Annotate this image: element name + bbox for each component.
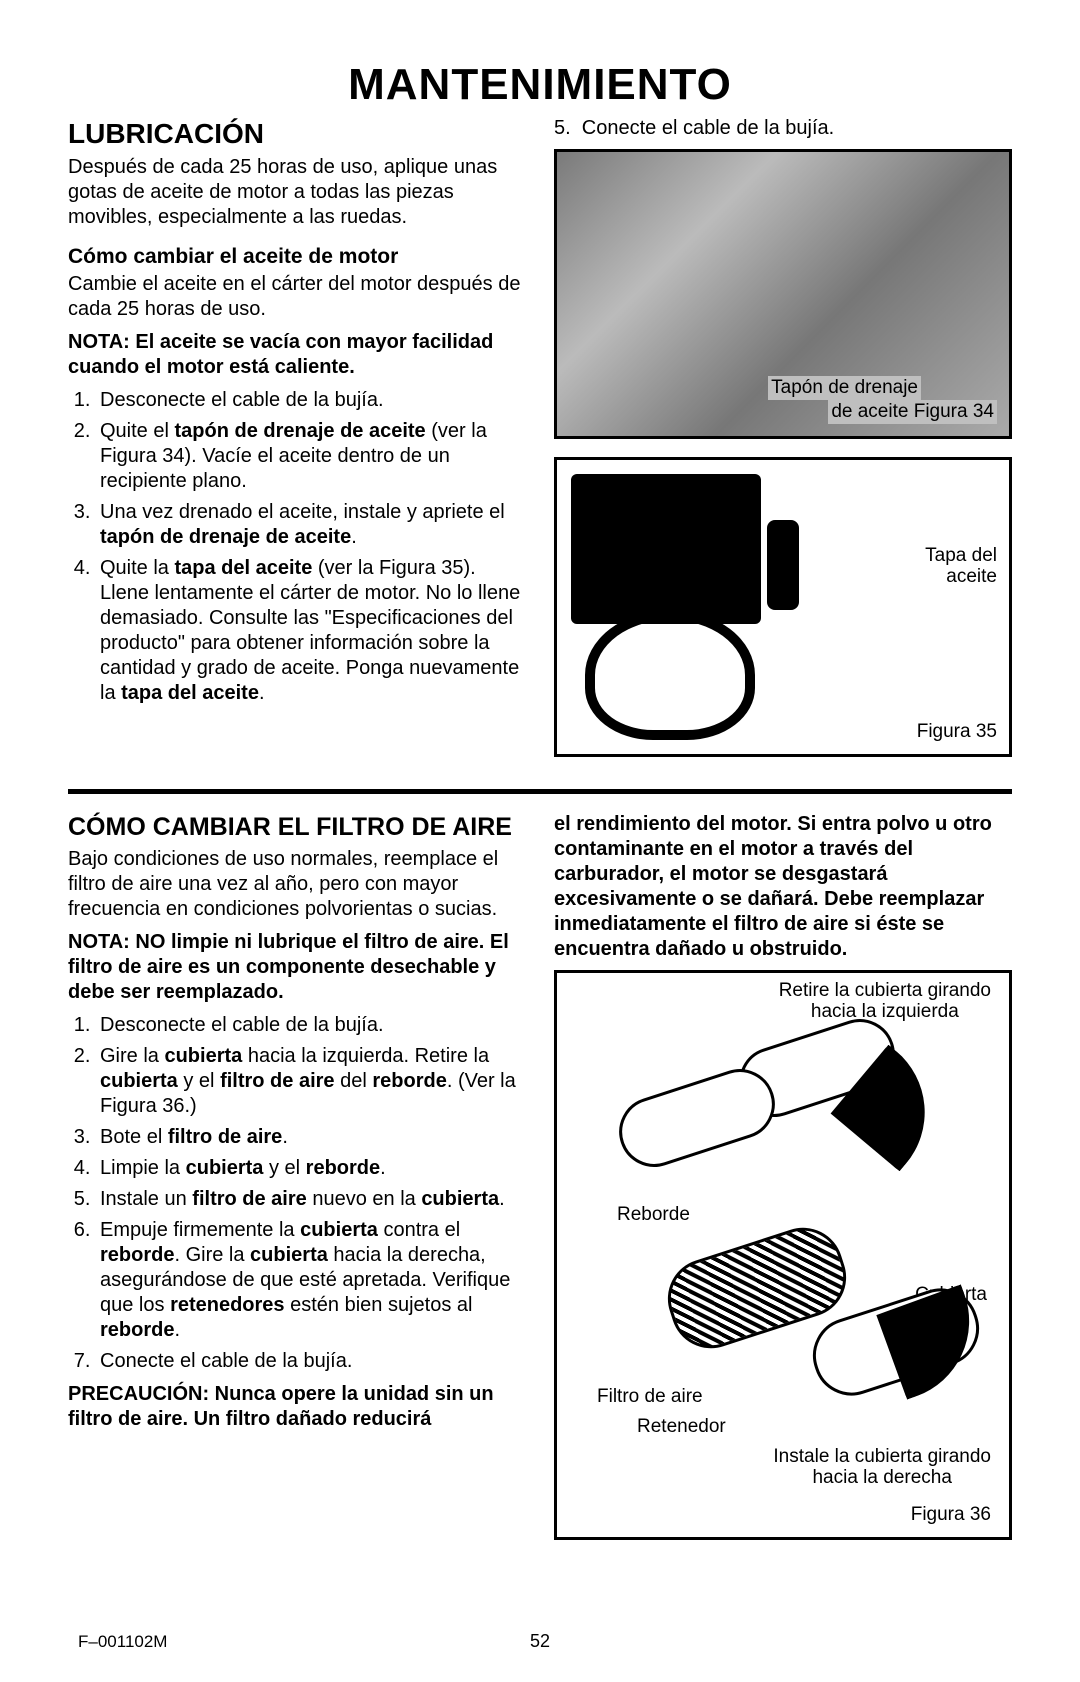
filtro-precaucion: PRECAUCIÓN: Nunca opere la unidad sin un…: [68, 1382, 526, 1432]
filtro-step-2: Gire la cubierta hacia la izquierda. Ret…: [96, 1044, 526, 1119]
fig34-label-drain: Tapón de drenaje: [768, 376, 921, 400]
fig36-label-filtro: Filtro de aire: [597, 1385, 703, 1409]
fig36-caption-bottom: Instale la cubierta girandohacia la dere…: [773, 1447, 991, 1489]
filtro-step-4: Limpie la cubierta y el reborde.: [96, 1156, 526, 1181]
fig35-label-caption: Figura 35: [917, 720, 997, 744]
filtro-intro: Bajo condiciones de uso normales, reempl…: [68, 847, 526, 922]
left-col-upper: LUBRICACIÓN Después de cada 25 horas de …: [68, 116, 526, 775]
filtro-step-3: Bote el filtro de aire.: [96, 1125, 526, 1150]
oil-step-5: 5. Conecte el cable de la bujía.: [554, 116, 1012, 141]
right-col-lower: el rendimiento del motor. Si entra polvo…: [554, 812, 1012, 1558]
figure-36: Retire la cubierta girandohacia la izqui…: [554, 970, 1012, 1540]
fig35-shape3: [585, 610, 755, 740]
oil-change-nota: NOTA: El aceite se vacía con mayor facil…: [68, 330, 526, 380]
oil-step-2: Quite el tapón de drenaje de aceite (ver…: [96, 419, 526, 494]
left-col-lower: CÓMO CAMBIAR EL FILTRO DE AIRE Bajo cond…: [68, 812, 526, 1558]
right-col-upper: 5. Conecte el cable de la bujía. Tapón d…: [554, 116, 1012, 775]
section-divider: [68, 789, 1012, 794]
oil-step-3: Una vez drenado el aceite, instale y apr…: [96, 500, 526, 550]
oil-change-subheading: Cómo cambiar el aceite de motor: [68, 244, 526, 270]
filtro-nota: NOTA: NO limpie ni lubrique el filtro de…: [68, 930, 526, 1005]
oil-change-steps: Desconecte el cable de la bujía. Quite e…: [68, 388, 526, 706]
fig36-number: Figura 36: [911, 1503, 991, 1527]
filtro-heading: CÓMO CAMBIAR EL FILTRO DE AIRE: [68, 812, 526, 843]
fig36-label-retenedor: Retenedor: [637, 1415, 726, 1439]
filtro-step-5: Instale un filtro de aire nuevo en la cu…: [96, 1187, 526, 1212]
filtro-step-7: Conecte el cable de la bujía.: [96, 1349, 526, 1374]
filtro-step-1: Desconecte el cable de la bujía.: [96, 1013, 526, 1038]
figure-35: Tapa delaceite Figura 35: [554, 457, 1012, 757]
oil-step-1: Desconecte el cable de la bujía.: [96, 388, 526, 413]
filtro-precaucion-cont: el rendimiento del motor. Si entra polvo…: [554, 812, 1012, 962]
filtro-step-6: Empuje firmemente la cubierta contra el …: [96, 1218, 526, 1343]
oil-step-4: Quite la tapa del aceite (ver la Figura …: [96, 556, 526, 706]
lower-columns: CÓMO CAMBIAR EL FILTRO DE AIRE Bajo cond…: [68, 812, 1012, 1558]
filtro-steps: Desconecte el cable de la bujía. Gire la…: [68, 1013, 526, 1374]
fig35-shape: [571, 474, 761, 624]
page-number: 52: [530, 1631, 550, 1652]
lubricacion-heading: LUBRICACIÓN: [68, 116, 526, 151]
page-title: MANTENIMIENTO: [68, 60, 1012, 110]
oil-change-intro: Cambie el aceite en el cárter del motor …: [68, 272, 526, 322]
upper-columns: LUBRICACIÓN Después de cada 25 horas de …: [68, 116, 1012, 775]
fig36-caption-top: Retire la cubierta girandohacia la izqui…: [779, 981, 991, 1023]
fig35-shape2: [767, 520, 799, 610]
fig36-flange: [610, 1060, 784, 1176]
lubricacion-intro: Después de cada 25 horas de uso, aplique…: [68, 155, 526, 230]
figure-34: Tapón de drenaje de aceite Figura 34: [554, 149, 1012, 439]
fig35-label-cap: Tapa delaceite: [925, 546, 997, 588]
fig34-label-caption: de aceite Figura 34: [828, 400, 997, 424]
fig36-label-reborde: Reborde: [617, 1203, 690, 1227]
